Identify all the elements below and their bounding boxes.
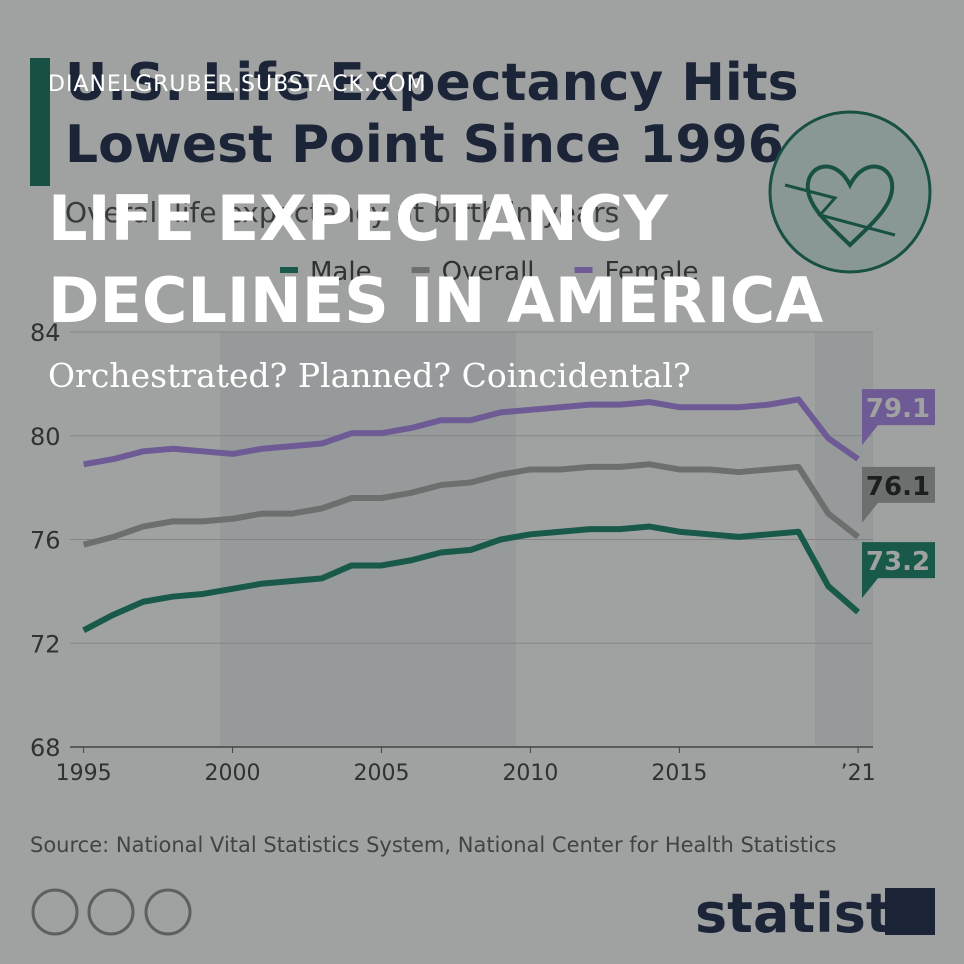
series-line [82, 461, 860, 548]
value-label: 76.1 [866, 472, 930, 502]
y-tick-label: 84 [30, 319, 61, 347]
series-line [82, 523, 861, 633]
site-name: DIANELGRUBER.SUBSTACK.COM [48, 72, 427, 97]
series-line [83, 396, 860, 468]
title-accent [30, 58, 50, 186]
y-tick-label: 72 [30, 630, 61, 658]
x-tick-label: ’21 [841, 761, 876, 786]
chart-title: U.S. Life Expectancy Hits Lowest Point Si… [65, 53, 799, 175]
legend-label: Female [605, 257, 699, 287]
chart-subtitle: Overall life expectancy at birth in year… [65, 196, 619, 229]
y-tick-label: 76 [30, 527, 61, 555]
value-label-box [862, 542, 935, 599]
x-tick-label: 2005 [353, 761, 409, 786]
clock-icon [768, 110, 932, 274]
brand-logo [885, 888, 935, 935]
legend-label: Male [310, 257, 372, 287]
headline: LIFE EXPECTANCY DECLINES IN AMERICA [48, 182, 824, 337]
x-tick-label: 1995 [56, 761, 112, 786]
x-tick-label: 2010 [502, 761, 558, 786]
source: Source: National Vital Statistics System… [30, 833, 836, 857]
y-tick-label: 68 [30, 734, 61, 762]
cc-icons [31, 888, 192, 936]
value-label: 79.1 [866, 394, 930, 424]
x-tick-label: 2015 [651, 761, 707, 786]
y-tick-label: 80 [30, 423, 61, 451]
value-label-box [862, 466, 935, 523]
value-label: 73.2 [866, 547, 930, 577]
value-label-box [862, 389, 935, 446]
x-tick-label: 2000 [205, 761, 261, 786]
tagline: Orchestrated? Planned? Coincidental? [48, 356, 691, 395]
legend-label: Overall [442, 257, 535, 287]
